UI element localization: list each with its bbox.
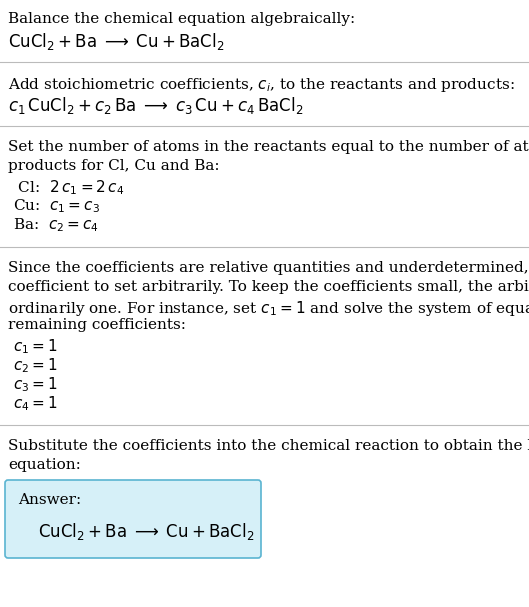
Text: $c_1\,\mathrm{CuCl_2} + c_2\,\mathrm{Ba} \;\longrightarrow\; c_3\,\mathrm{Cu} + : $c_1\,\mathrm{CuCl_2} + c_2\,\mathrm{Ba}… (8, 95, 304, 116)
FancyBboxPatch shape (5, 480, 261, 558)
Text: products for Cl, Cu and Ba:: products for Cl, Cu and Ba: (8, 159, 220, 173)
Text: equation:: equation: (8, 458, 81, 472)
Text: $c_1 = 1$: $c_1 = 1$ (13, 337, 58, 356)
Text: Answer:: Answer: (18, 493, 81, 507)
Text: Since the coefficients are relative quantities and underdetermined, choose a: Since the coefficients are relative quan… (8, 261, 529, 275)
Text: $\mathrm{CuCl_2} + \mathrm{Ba} \;\longrightarrow\; \mathrm{Cu} + \mathrm{BaCl_2}: $\mathrm{CuCl_2} + \mathrm{Ba} \;\longri… (38, 521, 254, 542)
Text: remaining coefficients:: remaining coefficients: (8, 318, 186, 332)
Text: Ba:  $c_2 = c_4$: Ba: $c_2 = c_4$ (13, 216, 99, 234)
Text: Balance the chemical equation algebraically:: Balance the chemical equation algebraica… (8, 12, 355, 26)
Text: $\mathrm{CuCl_2} + \mathrm{Ba} \;\longrightarrow\; \mathrm{Cu} + \mathrm{BaCl_2}: $\mathrm{CuCl_2} + \mathrm{Ba} \;\longri… (8, 31, 224, 52)
Text: Cl:  $2\,c_1 = 2\,c_4$: Cl: $2\,c_1 = 2\,c_4$ (13, 178, 124, 197)
Text: Set the number of atoms in the reactants equal to the number of atoms in the: Set the number of atoms in the reactants… (8, 140, 529, 154)
Text: Cu:  $c_1 = c_3$: Cu: $c_1 = c_3$ (13, 197, 100, 215)
Text: Substitute the coefficients into the chemical reaction to obtain the balanced: Substitute the coefficients into the che… (8, 439, 529, 453)
Text: coefficient to set arbitrarily. To keep the coefficients small, the arbitrary va: coefficient to set arbitrarily. To keep … (8, 280, 529, 294)
Text: $c_4 = 1$: $c_4 = 1$ (13, 394, 58, 413)
Text: ordinarily one. For instance, set $c_1 = 1$ and solve the system of equations fo: ordinarily one. For instance, set $c_1 =… (8, 299, 529, 318)
Text: Add stoichiometric coefficients, $c_i$, to the reactants and products:: Add stoichiometric coefficients, $c_i$, … (8, 76, 515, 94)
Text: $c_2 = 1$: $c_2 = 1$ (13, 356, 58, 375)
Text: $c_3 = 1$: $c_3 = 1$ (13, 375, 58, 394)
